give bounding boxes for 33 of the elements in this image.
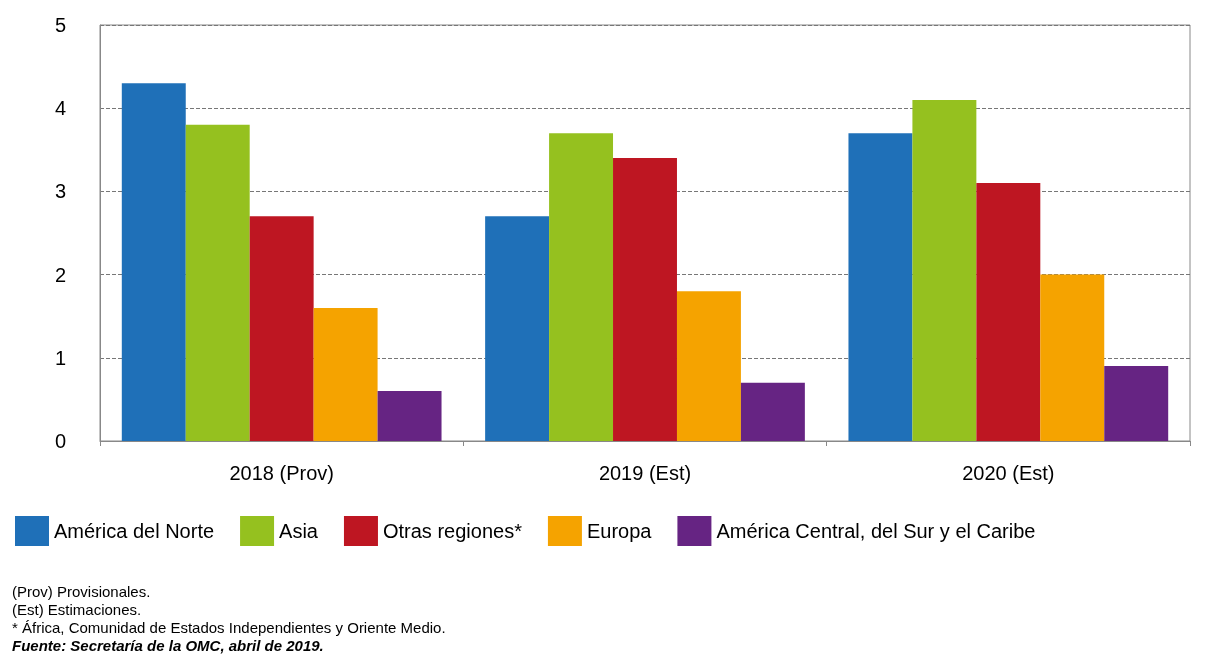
bar xyxy=(377,391,442,441)
y-tick-label: 5 xyxy=(54,14,66,36)
source-note: Fuente: Secretaría de la OMC, abril de 2019. xyxy=(12,637,324,654)
bar xyxy=(976,183,1041,441)
bar xyxy=(613,158,677,441)
x-tick-label: 2018 (Prov) xyxy=(229,462,334,484)
bar xyxy=(1104,366,1169,441)
y-tick-label: 0 xyxy=(54,430,66,452)
y-tick-label: 2 xyxy=(54,263,66,286)
y-tick-label: 4 xyxy=(54,97,66,120)
y-tick-label: 1 xyxy=(54,346,66,369)
bar xyxy=(1040,274,1105,441)
bar xyxy=(121,83,186,441)
bar xyxy=(912,99,977,441)
x-tick-label: 2019 (Est) xyxy=(598,462,692,484)
bar xyxy=(549,133,614,441)
bar xyxy=(485,216,550,441)
text: (Est) Estimaciones. xyxy=(12,601,142,618)
text: (Prov) Provisionales. xyxy=(12,583,151,600)
legend-label: Asia xyxy=(279,520,319,542)
x-tick-label: 2020 (Est) xyxy=(962,462,1055,484)
bar xyxy=(313,307,378,441)
bar xyxy=(249,216,314,441)
bar xyxy=(848,133,913,441)
bar xyxy=(740,382,805,441)
legend-label: Europa xyxy=(586,520,653,542)
legend-label: Otras regiones* xyxy=(382,520,523,542)
bar xyxy=(185,124,250,441)
legend-label: América del Norte xyxy=(54,520,215,542)
legend-label: América Central, del Sur y el Caribe xyxy=(716,520,1036,542)
text: * África, Comunidad de Estados Independientes y Oriente Medio. xyxy=(12,619,446,636)
y-tick-label: 3 xyxy=(54,180,66,203)
bar xyxy=(676,291,741,441)
